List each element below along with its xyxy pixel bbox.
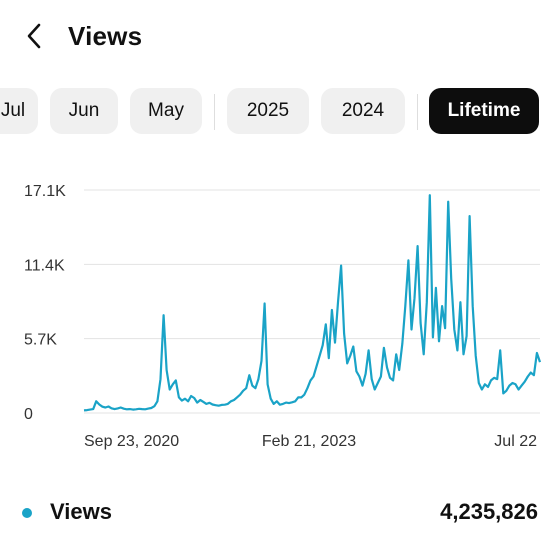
y-tick-label: 17.1K xyxy=(24,183,66,200)
back-button[interactable] xyxy=(18,18,54,54)
legend-row: Views 4,235,826 xyxy=(0,492,560,532)
legend-dot xyxy=(22,508,32,518)
filter-pill-2025[interactable]: 2025 xyxy=(227,88,309,134)
line-chart: 0 5.7K 11.4K 17.1K Sep 23, 2020 Feb 21, 2023 J… xyxy=(24,183,542,450)
legend-label: Views xyxy=(50,499,112,524)
page-title: Views xyxy=(68,21,143,51)
filter-pill-lifetime[interactable]: Lifetime xyxy=(429,88,539,134)
y-tick-label: 0 xyxy=(24,406,33,423)
filter-pill-2024[interactable]: 2024 xyxy=(321,88,405,134)
divider xyxy=(214,94,215,130)
series-line-views xyxy=(83,194,542,412)
filter-pill-jul[interactable]: Jul xyxy=(0,88,38,134)
x-tick-label: Jul 22 xyxy=(494,433,537,450)
y-tick-label: 11.4K xyxy=(24,257,65,274)
chevron-left-icon xyxy=(27,23,41,49)
filter-pill-jun[interactable]: Jun xyxy=(50,88,118,134)
divider xyxy=(417,94,418,130)
views-chart: 0 5.7K 11.4K 17.1K Sep 23, 2020 Feb 21, 2023 J… xyxy=(0,170,560,460)
x-tick-label: Feb 21, 2023 xyxy=(262,433,356,450)
y-tick-label: 5.7K xyxy=(24,332,57,349)
header: Views xyxy=(0,0,560,72)
filter-pill-may[interactable]: May xyxy=(130,88,202,134)
period-filter-bar: Jul Jun May 2025 2024 Lifetime xyxy=(0,88,560,134)
x-tick-label: Sep 23, 2020 xyxy=(84,433,179,450)
views-total: 4,235,826 xyxy=(440,499,538,524)
